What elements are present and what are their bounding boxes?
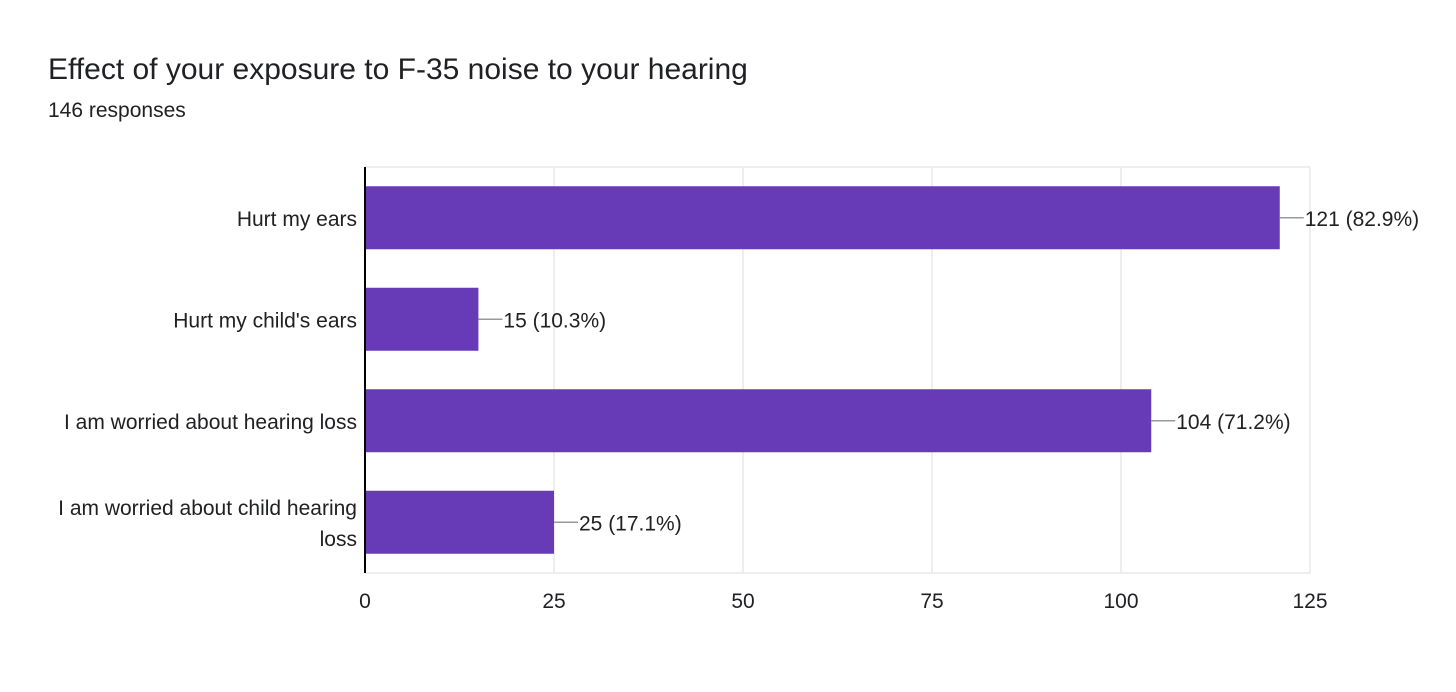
chart-title: Effect of your exposure to F-35 noise to… [48,53,748,86]
bar [365,287,479,351]
x-tick-label: 50 [731,590,754,613]
bar [365,186,1280,250]
data-label: 121 (82.9%) [1305,208,1419,231]
category-label: Hurt my child's ears [173,309,357,332]
response-count: 146 responses [48,99,186,122]
x-tick-label: 125 [1292,590,1327,613]
category-label: loss [320,528,357,551]
data-label: 25 (17.1%) [579,512,682,535]
data-label: 104 (71.2%) [1176,411,1290,434]
bar [365,490,554,554]
x-tick-label: 0 [359,590,371,613]
category-label: I am worried about child hearing [58,497,357,520]
bar [365,389,1152,453]
x-tick-label: 75 [920,590,943,613]
data-label: 15 (10.3%) [503,309,606,332]
x-tick-label: 25 [542,590,565,613]
x-tick-label: 100 [1103,590,1138,613]
category-label: Hurt my ears [237,208,357,231]
category-label: I am worried about hearing loss [64,411,357,434]
